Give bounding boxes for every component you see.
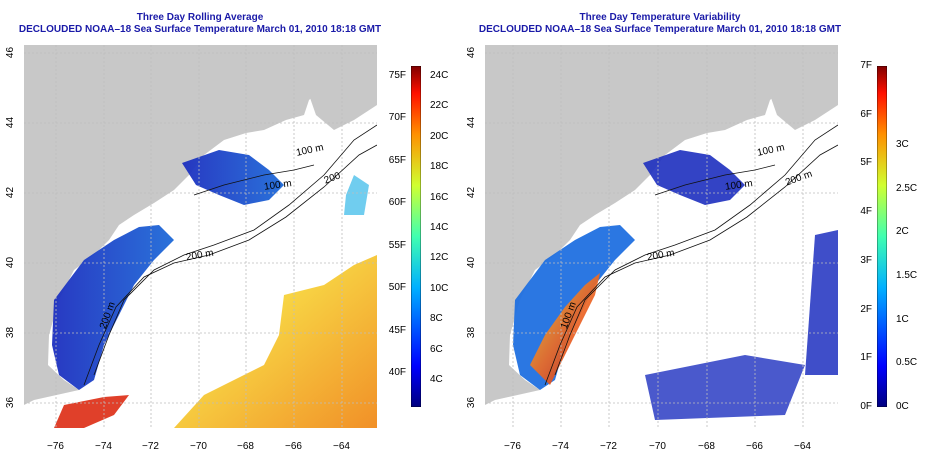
colorbar-celsius-label: 0.5C: [896, 357, 918, 369]
colorbar-fahrenheit-label: 7F: [860, 60, 872, 71]
low-variability-patch: [643, 150, 745, 205]
y-tick-label: 46: [5, 46, 17, 59]
east-variability: [805, 230, 838, 375]
colorbar-fahrenheit-label: 60F: [388, 197, 406, 209]
x-tick-label: −76: [47, 441, 64, 452]
sst-variability-map: 100 m 100 m 200 m 200 m 100 m: [485, 45, 838, 428]
colorbar-celsius-label: 14C: [430, 222, 449, 233]
y-tick-label: 44: [5, 116, 17, 129]
land-nova-scotia: [765, 50, 838, 130]
bathymetry-contours: [83, 124, 377, 386]
x-tick-label: −72: [600, 441, 617, 452]
panel2-title: Three Day Temperature Variability DECLOU…: [460, 12, 860, 36]
colorbar-celsius-label: 6C: [430, 343, 443, 355]
land-mass: [485, 45, 838, 405]
x-tick-label: −74: [95, 441, 112, 452]
bathymetry-contours: [544, 124, 838, 386]
y-tick-label: 40: [466, 256, 478, 269]
y-tick-label: 46: [466, 46, 478, 59]
sst-variability-map-svg: [485, 45, 838, 428]
y-tick-label: 36: [466, 396, 478, 409]
colorbar-fahrenheit-label: 75F: [388, 70, 406, 81]
colorbar-celsius-label: 24C: [430, 70, 449, 81]
warm-core: [54, 395, 129, 428]
colorbar-variability: [877, 66, 887, 407]
x-tick-label: −72: [142, 441, 159, 452]
colorbar-variability-gradient: [877, 66, 887, 407]
colorbar-fahrenheit-label: 55F: [388, 239, 406, 251]
colorbar-celsius-label: 0C: [896, 401, 909, 412]
cold-water-patch: [182, 150, 284, 205]
colorbar-celsius-label: 8C: [430, 313, 443, 325]
shelf-cyan: [344, 175, 369, 215]
colorbar-fahrenheit-label: 6F: [860, 108, 872, 120]
colorbar-celsius-label: 2C: [896, 226, 909, 238]
x-tick-label: −76: [504, 441, 521, 452]
colorbar-fahrenheit-label: 2F: [860, 303, 872, 315]
x-tick-label: −64: [794, 441, 811, 452]
y-tick-label: 36: [5, 396, 17, 409]
panel2-title-line2: DECLOUDED NOAA–18 Sea Surface Temperatur…: [478, 24, 842, 35]
colorbar-fahrenheit-label: 0F: [860, 401, 872, 412]
colorbar-celsius-label: 20C: [430, 130, 449, 142]
colorbar-average-gradient: [411, 66, 421, 407]
colorbar-average: [411, 66, 421, 407]
colorbar-fahrenheit-label: 70F: [388, 112, 406, 124]
panel1-title: Three Day Rolling Average DECLOUDED NOAA…: [0, 12, 400, 36]
colorbar-celsius-label: 1C: [896, 313, 909, 325]
colorbar-fahrenheit-label: 65F: [388, 154, 406, 166]
x-tick-label: −68: [237, 441, 254, 452]
x-tick-label: −66: [285, 441, 302, 452]
y-tick-label: 42: [466, 186, 478, 199]
colorbar-fahrenheit-label: 4F: [860, 206, 872, 218]
colorbar-fahrenheit-label: 3F: [860, 254, 872, 266]
x-tick-label: −68: [698, 441, 715, 452]
colorbar-celsius-label: 3C: [896, 139, 909, 150]
colorbar-celsius-label: 2.5C: [896, 182, 918, 194]
warm-water-region: [174, 255, 377, 428]
x-tick-label: −64: [333, 441, 350, 452]
sst-average-map: 100 m 100 m 200 200 m 200 m: [24, 45, 377, 428]
y-tick-label: 44: [466, 116, 478, 129]
x-tick-label: −66: [746, 441, 763, 452]
land-nova-scotia: [304, 50, 377, 130]
colorbar-fahrenheit-label: 5F: [860, 157, 872, 169]
panel1-title-line1: Three Day Rolling Average: [136, 12, 264, 23]
y-tick-label: 42: [5, 186, 17, 199]
colorbar-celsius-label: 1.5C: [896, 270, 918, 281]
colorbar-celsius-label: 4C: [430, 374, 443, 385]
panel2-title-line1: Three Day Temperature Variability: [579, 12, 741, 23]
x-tick-label: −70: [649, 441, 666, 452]
colorbar-fahrenheit-label: 45F: [388, 324, 406, 336]
colorbar-fahrenheit-label: 50F: [388, 282, 406, 294]
colorbar-celsius-label: 18C: [430, 161, 449, 173]
colorbar-celsius-label: 10C: [430, 282, 449, 294]
y-tick-label: 38: [5, 326, 17, 339]
colorbar-celsius-label: 12C: [430, 252, 449, 264]
y-tick-label: 40: [5, 256, 17, 269]
colorbar-fahrenheit-label: 1F: [860, 352, 872, 364]
cold-water-shelf: [52, 225, 174, 390]
colorbar-fahrenheit-label: 40F: [388, 367, 406, 378]
colorbar-celsius-label: 16C: [430, 191, 449, 203]
south-variability: [645, 355, 805, 420]
x-tick-label: −70: [190, 441, 207, 452]
y-tick-label: 38: [466, 326, 478, 339]
land-mass: [24, 45, 377, 405]
x-tick-label: −74: [552, 441, 569, 452]
panel1-title-line2: DECLOUDED NOAA–18 Sea Surface Temperatur…: [18, 24, 382, 35]
colorbar-celsius-label: 22C: [430, 100, 449, 112]
sst-average-map-svg: [24, 45, 377, 428]
